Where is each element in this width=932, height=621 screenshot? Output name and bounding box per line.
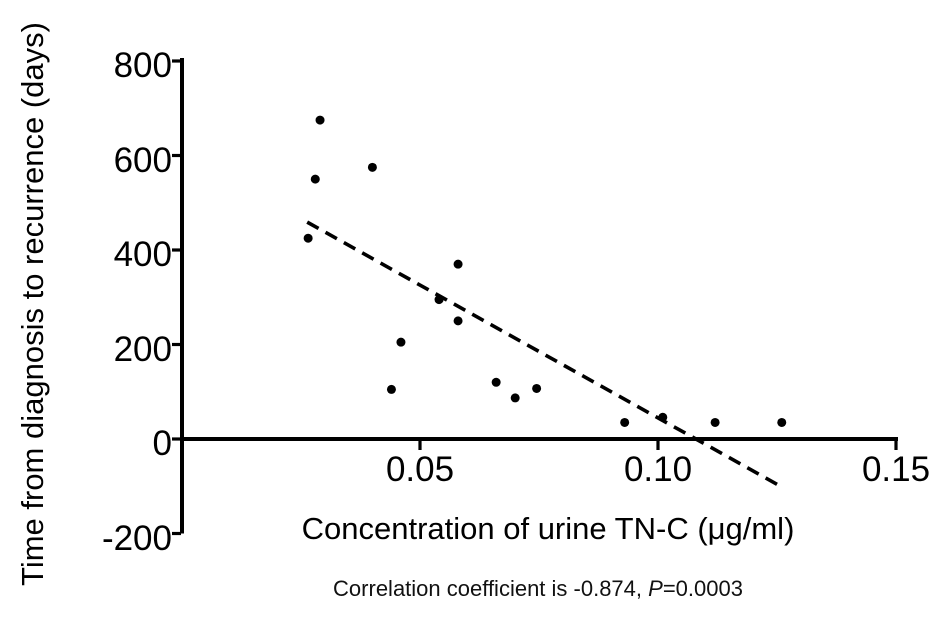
data-point (658, 412, 668, 422)
trend-line (306, 220, 784, 489)
data-point (532, 383, 542, 393)
data-point (310, 174, 320, 184)
data-point (367, 162, 377, 172)
x-tick-label: 0.05 (385, 450, 455, 489)
y-tick-label: -200 (101, 518, 172, 558)
caption-prefix: Correlation coefficient is -0.874, (333, 576, 649, 601)
y-tick-label: 800 (113, 46, 172, 85)
x-tick-label: 0.10 (623, 450, 693, 489)
x-axis-title: Concentration of urine TN-C (μg/ml) (301, 511, 795, 546)
y-tick-label: 0 (152, 424, 172, 463)
caption: Correlation coefficient is -0.874, P=0.0… (333, 576, 743, 602)
caption-p-symbol: P (648, 576, 663, 601)
data-point (510, 393, 520, 403)
y-tick-label: 600 (113, 140, 172, 180)
y-axis-title: Time from diagnosis to recurrence (days) (15, 22, 50, 586)
data-point (396, 337, 406, 347)
caption-suffix: =0.0003 (662, 576, 743, 601)
data-point (453, 259, 463, 269)
tick-marks (172, 59, 898, 536)
data-point (453, 316, 463, 326)
data-point (303, 233, 313, 243)
y-tick-label: 400 (113, 235, 172, 274)
y-tick-label: 200 (113, 329, 172, 369)
data-points-group (303, 115, 787, 427)
data-point (620, 417, 630, 427)
data-point (386, 384, 396, 394)
x-tick-label: 0.15 (861, 450, 931, 489)
data-point (777, 417, 787, 427)
data-point (710, 417, 720, 427)
data-point (434, 295, 444, 305)
data-point (315, 115, 325, 125)
data-point (491, 377, 501, 387)
